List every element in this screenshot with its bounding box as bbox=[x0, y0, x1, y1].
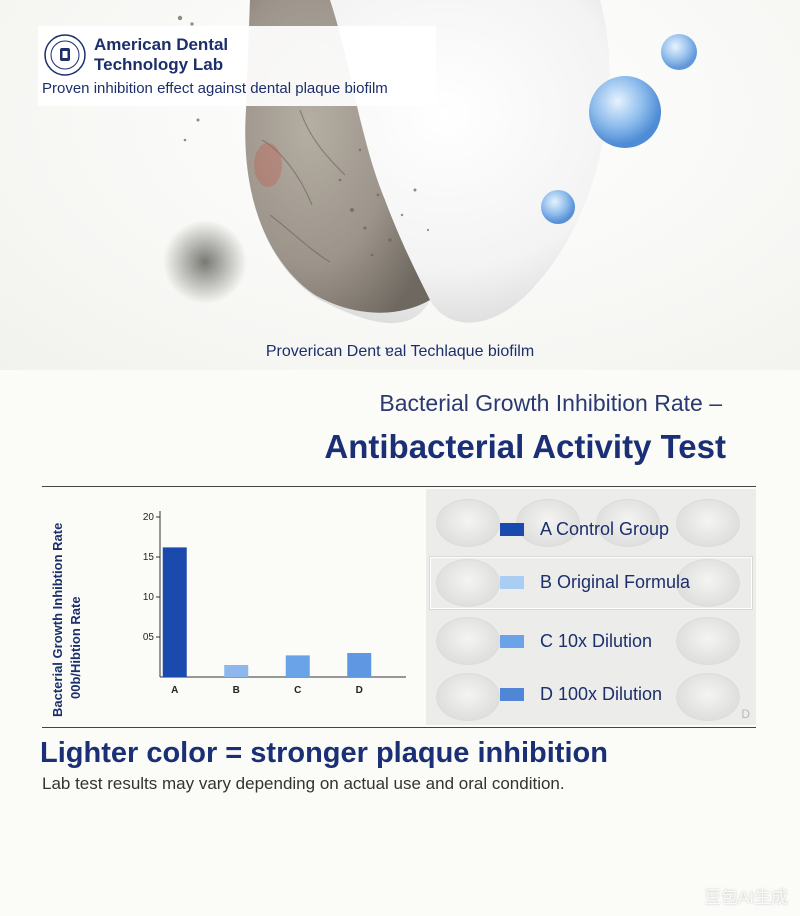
legend-swatch-d bbox=[500, 687, 524, 701]
y-tick-label: 20 bbox=[143, 512, 155, 523]
plate-well bbox=[516, 499, 580, 547]
stain-spot bbox=[254, 143, 282, 187]
legend-swatch-a bbox=[500, 522, 524, 536]
legend-item-c: C 10x Dilution bbox=[500, 628, 652, 654]
lab-name: American Dental Technology Lab bbox=[94, 35, 294, 75]
plate-well bbox=[676, 673, 740, 721]
legend-label-d: D 100x Dilution bbox=[540, 683, 663, 704]
x-tick-label-c: C bbox=[294, 685, 301, 696]
legend-label-b: B Original Formula bbox=[540, 571, 691, 592]
legend-item-a: A Control Group bbox=[500, 516, 669, 542]
bar-c bbox=[285, 655, 310, 677]
chart-svg: 20 15 10 05 A B C D Bacterial Growth Inhibtion R… bbox=[50, 511, 406, 717]
y-tick-label: 15 bbox=[143, 552, 155, 563]
legend-swatch-b bbox=[500, 575, 524, 589]
bar-d bbox=[347, 653, 372, 677]
x-tick-label-d: D bbox=[356, 685, 363, 696]
results-panel: 20 15 10 05 A B C D Bacterial Growth Inhibtion R… bbox=[42, 486, 756, 728]
legend-item-d: D 100x Dilution bbox=[500, 681, 662, 707]
hero-image: American Dental Technology Lab Proven in… bbox=[0, 0, 800, 370]
bubble-medium bbox=[541, 190, 575, 224]
plate-well bbox=[436, 673, 500, 721]
bar-chart: 20 15 10 05 A B C D Bacterial Growth Inhibtion R… bbox=[42, 487, 426, 727]
legend-swatch-c bbox=[500, 634, 524, 648]
plaque-cloud bbox=[163, 220, 247, 304]
plaque-particles bbox=[177, 15, 430, 257]
plate-well bbox=[436, 617, 500, 665]
bubble-large bbox=[589, 76, 661, 148]
lab-name-line-2: Technology Lab bbox=[94, 55, 224, 74]
plate-well bbox=[436, 499, 500, 547]
plate-well bbox=[436, 559, 500, 607]
well-plate-legend: A Control Group B Original Formula C 10x… bbox=[426, 489, 756, 725]
plate-well bbox=[676, 499, 740, 547]
ai-watermark: 豆包AI生成 bbox=[703, 888, 788, 907]
plate-corner-mark: D bbox=[741, 707, 750, 721]
lab-seal-icon bbox=[44, 34, 86, 76]
lab-tagline: Proven inhibition effect against dental … bbox=[42, 80, 388, 97]
legend-label-a: A Control Group bbox=[540, 518, 670, 539]
y-axis-label: Bacterial Growth Inhibtion Rate 00b/Hibti… bbox=[50, 523, 83, 717]
headline: Lighter color = stronger plaque inhibiti… bbox=[40, 737, 608, 769]
lab-name-line-1: American Dental bbox=[94, 35, 229, 54]
legend-label-c: C 10x Dilution bbox=[540, 630, 653, 651]
plate-well bbox=[676, 559, 740, 607]
bar-b bbox=[224, 665, 249, 677]
section-title: Antibacterial Activity Test bbox=[324, 428, 726, 465]
x-tick-label-b: B bbox=[233, 685, 240, 696]
section-subtitle: Bacterial Growth Inhibition Rate – bbox=[379, 390, 722, 416]
plate-well bbox=[676, 617, 740, 665]
y-tick-label: 10 bbox=[143, 592, 155, 603]
bar-a bbox=[162, 547, 187, 677]
legend-highlight-box bbox=[430, 557, 752, 609]
hero-caption: Proverican Dent ɐal Techlaque biofilm bbox=[265, 343, 535, 360]
x-tick-label-a: A bbox=[171, 685, 178, 696]
lab-logo-card: American Dental Technology Lab Proven in… bbox=[38, 26, 436, 106]
legend-item-b: B Original Formula bbox=[500, 569, 690, 595]
y-tick-label: 05 bbox=[143, 632, 155, 643]
bubble-small bbox=[661, 34, 697, 70]
disclaimer: Lab test results may vary depending on a… bbox=[42, 774, 565, 793]
plate-well bbox=[596, 499, 660, 547]
